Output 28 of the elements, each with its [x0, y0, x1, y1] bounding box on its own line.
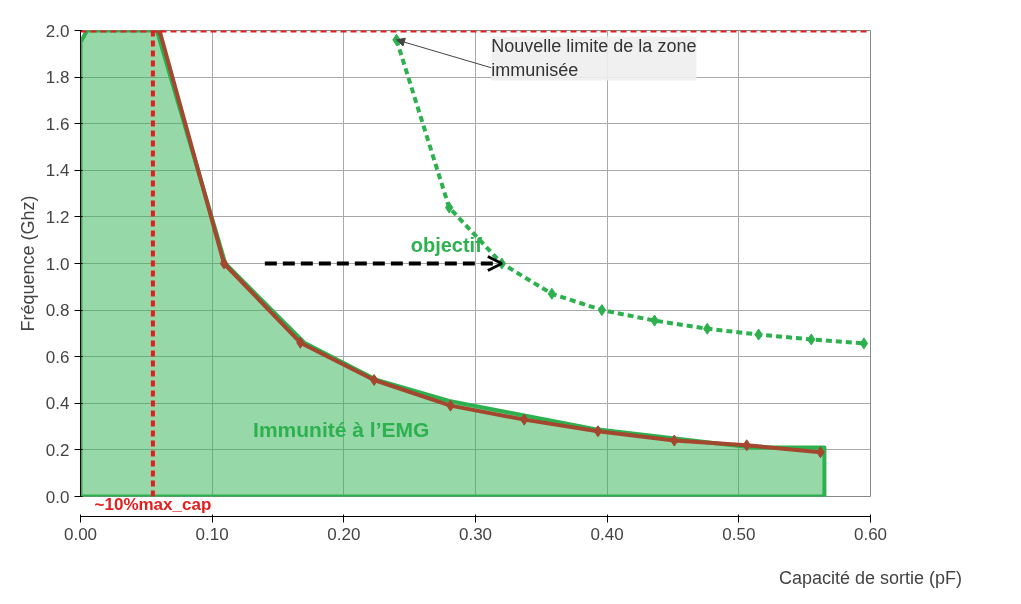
- point: [369, 374, 379, 386]
- y-tick-label: 1.2: [45, 207, 70, 227]
- x-tick-label: 0.20: [327, 524, 361, 544]
- ref-line-label: ~10%max_cap: [94, 494, 212, 514]
- y-tick-label: 0.6: [45, 347, 70, 367]
- x-tick-label: 0.10: [195, 524, 229, 544]
- x-tick-label: 0.50: [722, 524, 756, 544]
- y-tick-label: 1.0: [45, 254, 70, 274]
- y-tick-label: 0.4: [45, 394, 70, 414]
- y-tick-label: 2.0: [45, 21, 70, 41]
- x-axis-title: Capacité de sortie (pF): [778, 567, 963, 588]
- annotation: Nouvelle limite de la zone immunisée: [491, 36, 697, 81]
- point: [547, 287, 557, 300]
- point: [597, 304, 607, 317]
- y-tick-label: 0.8: [45, 301, 70, 321]
- y-tick-label: 1.4: [45, 161, 70, 181]
- y-tick-label: 1.6: [45, 114, 70, 134]
- x-tick-label: 0.40: [590, 524, 624, 544]
- y-tick-label: 0.0: [45, 487, 70, 507]
- x-tick-label: 0.30: [458, 524, 493, 544]
- annotation: Immunité à l’EMG: [253, 417, 430, 441]
- point: [219, 257, 229, 270]
- x-tick-label: 0.60: [853, 524, 888, 544]
- x-tick-label: 0.00: [63, 524, 98, 544]
- y-tick-label: 1.8: [45, 68, 70, 88]
- annotation: objectif: [410, 233, 483, 256]
- y-tick-label: 0.2: [45, 440, 70, 460]
- y-axis-title: Fréquence (Ghz): [17, 195, 38, 332]
